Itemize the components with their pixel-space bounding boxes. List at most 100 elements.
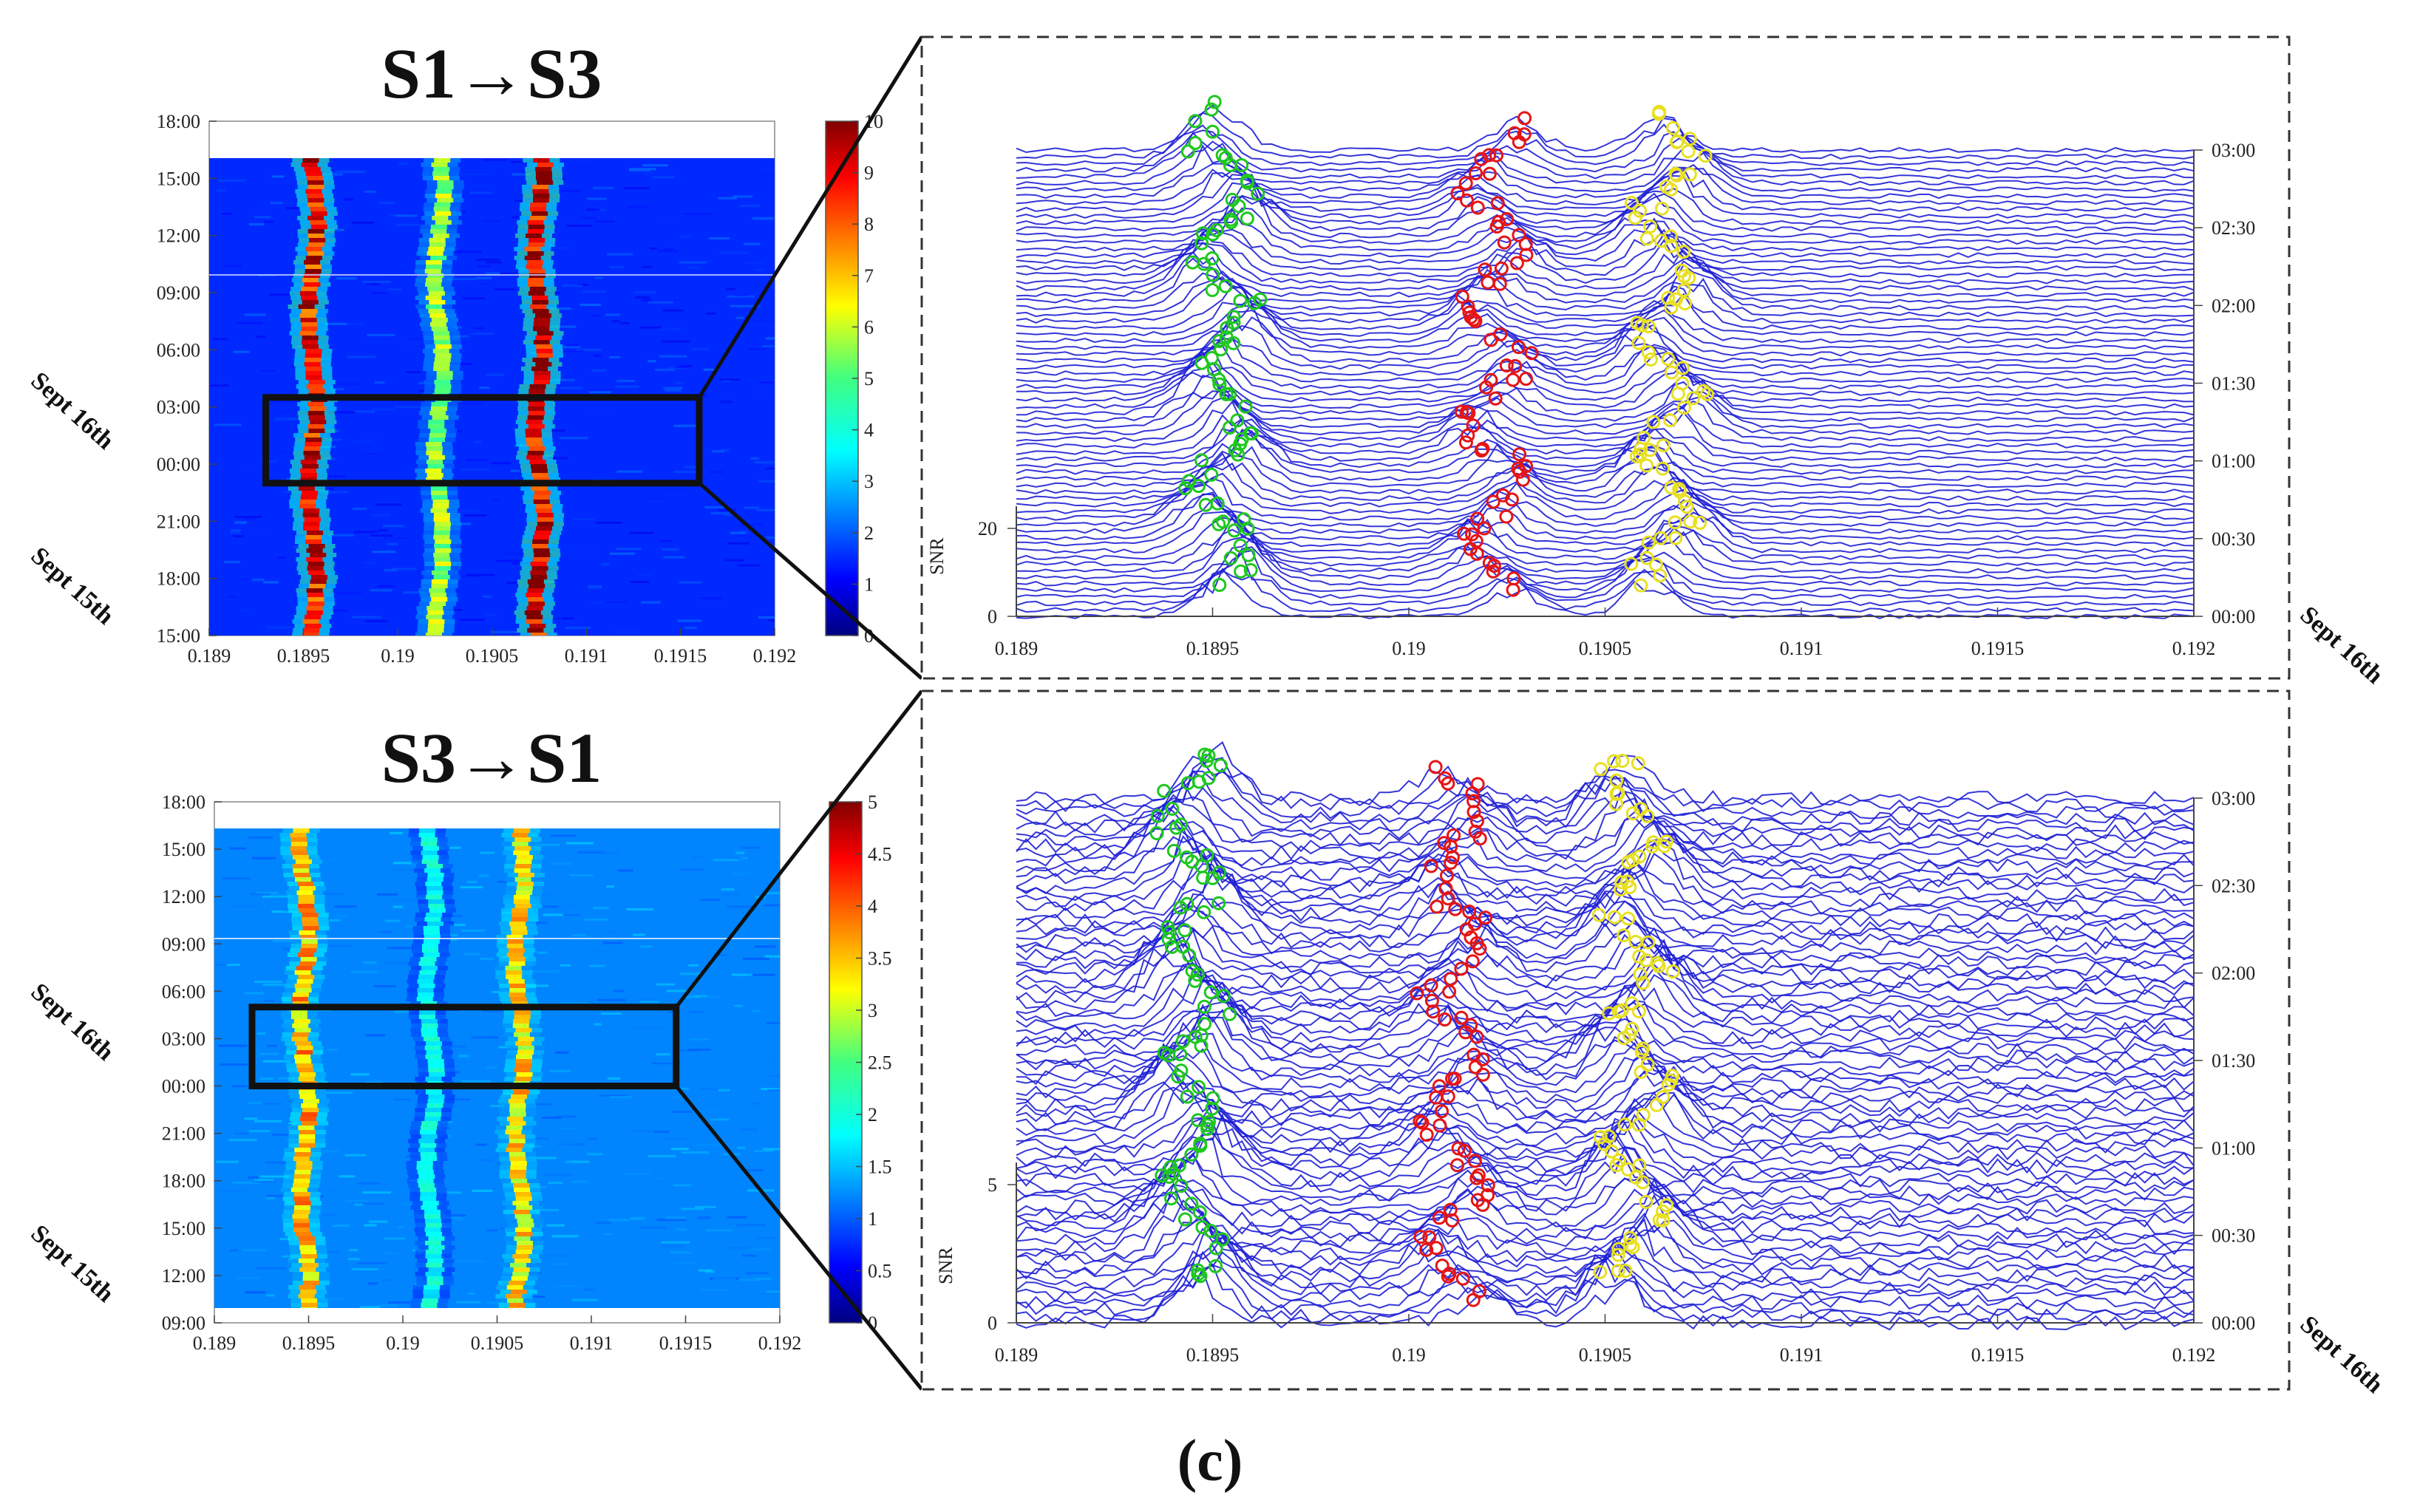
colorbar-tick-label: 2 xyxy=(868,1104,877,1126)
peak-marker xyxy=(1413,1230,1428,1244)
peak-marker xyxy=(1682,132,1697,146)
peak-marker xyxy=(1625,996,1639,1011)
peak-marker xyxy=(1614,875,1629,890)
peak-marker xyxy=(1655,461,1670,476)
peak-marker xyxy=(1625,1240,1640,1255)
peak-marker xyxy=(1482,556,1497,571)
peak-marker xyxy=(1652,104,1667,119)
peak-marker xyxy=(1240,211,1254,226)
peak-marker xyxy=(1470,777,1485,791)
peak-marker xyxy=(1442,1267,1457,1281)
peak-marker xyxy=(1512,340,1526,355)
peak-marker xyxy=(1492,276,1507,291)
peak-marker xyxy=(1205,251,1220,266)
peak-marker xyxy=(1432,1079,1447,1094)
heatmap-x-tick-label: 0.192 xyxy=(758,1332,802,1354)
peak-marker xyxy=(1213,758,1228,773)
waterfall-time-tick-label: 03:00 xyxy=(2212,140,2255,161)
peak-marker xyxy=(1663,413,1678,428)
peak-marker xyxy=(1646,415,1661,429)
peak-marker xyxy=(1233,293,1248,308)
peak-marker xyxy=(1188,1029,1203,1044)
heatmap-y-tick-label: 03:00 xyxy=(157,397,200,418)
peak-marker xyxy=(1634,1044,1649,1059)
heatmap1-plot: 15:00 18:00 21:00 00:00 03:00 06:00 09:00 12:00… xyxy=(157,111,796,667)
peak-marker xyxy=(1205,1101,1220,1116)
peak-marker xyxy=(1633,203,1647,218)
peak-marker xyxy=(1678,296,1693,310)
peak-marker xyxy=(1227,523,1242,538)
peak-marker xyxy=(1447,1072,1462,1086)
peak-marker xyxy=(1474,443,1489,458)
peak-marker xyxy=(1218,151,1233,166)
waterfall-time-tick-label: 02:30 xyxy=(2212,875,2255,896)
peak-marker xyxy=(1204,102,1219,117)
peak-marker xyxy=(1424,993,1439,1008)
peak-marker xyxy=(1206,268,1220,282)
peak-marker xyxy=(1422,1230,1437,1244)
peak-marker xyxy=(1166,843,1181,858)
heatmap-y-tick-label: 12:00 xyxy=(162,886,205,907)
peak-marker xyxy=(1214,342,1228,357)
colorbar-tick-label: 3 xyxy=(864,471,874,492)
peak-marker xyxy=(1180,850,1194,865)
peak-marker xyxy=(1519,372,1533,386)
peak-marker xyxy=(1483,372,1498,387)
peak-marker xyxy=(1465,954,1480,969)
heatmap-y-tick-label: 09:00 xyxy=(162,933,205,955)
peak-marker xyxy=(1506,372,1520,387)
peak-marker xyxy=(1641,345,1656,360)
waterfall-x-tick-label: 0.189 xyxy=(995,638,1039,659)
waterfall-x-tick-label: 0.1915 xyxy=(1971,638,2025,659)
heatmap-y-tick-label: 09:00 xyxy=(157,282,200,304)
peak-marker xyxy=(1462,905,1477,919)
heatmap-y-tick-label: 15:00 xyxy=(162,1218,205,1239)
peak-marker xyxy=(1661,352,1676,367)
heatmap-y-tick-label: 15:00 xyxy=(162,839,205,860)
peak-marker xyxy=(1607,910,1622,924)
heatmap2-title: S3→S1 xyxy=(381,718,602,797)
waterfall1-y-label: SNR xyxy=(926,537,948,575)
peak-marker xyxy=(1194,355,1209,370)
colorbar-tick-label: 2 xyxy=(864,522,874,544)
colorbar-tick-label: 6 xyxy=(864,316,874,338)
peak-marker xyxy=(1654,201,1669,216)
peak-marker xyxy=(1641,319,1656,334)
peak-marker xyxy=(1508,358,1523,373)
peak-marker xyxy=(1512,447,1527,462)
colorbar-tick-label: 1.5 xyxy=(868,1157,892,1178)
colorbar-tick-label: 1 xyxy=(868,1208,877,1230)
peak-marker xyxy=(1518,236,1533,251)
heatmap-x-tick-label: 0.1895 xyxy=(282,1332,336,1354)
peak-marker xyxy=(1150,808,1165,823)
colorbar-tick-label: 0.5 xyxy=(868,1261,892,1282)
peak-marker xyxy=(1499,509,1514,524)
peak-marker xyxy=(1180,1089,1194,1104)
heatmap-x-tick-label: 0.191 xyxy=(565,645,608,667)
peak-marker xyxy=(1511,461,1526,476)
waterfall-y-tick-label: 5 xyxy=(988,1174,997,1196)
peak-marker xyxy=(1509,256,1524,270)
peak-marker xyxy=(1497,235,1512,250)
heatmap-y-tick-label: 18:00 xyxy=(157,111,200,132)
peak-marker xyxy=(1639,231,1654,246)
peak-marker xyxy=(1466,418,1481,433)
peak-marker xyxy=(1410,986,1424,1001)
peak-marker xyxy=(1218,279,1233,293)
peak-marker xyxy=(1489,148,1503,163)
heatmap1-x-ticks: 0.189 0.1895 0.19 0.1905 0.191 0.1915 0.192 xyxy=(188,628,796,667)
peak-marker xyxy=(1233,538,1248,553)
peak-marker xyxy=(1467,1154,1482,1168)
waterfall1-date-label: Sept 16th xyxy=(2295,601,2389,689)
peak-marker xyxy=(1212,865,1227,880)
waterfall-x-tick-label: 0.192 xyxy=(2172,1344,2216,1366)
peak-marker xyxy=(1612,1153,1626,1168)
peak-marker xyxy=(1615,754,1630,768)
peak-marker xyxy=(1636,975,1651,990)
peak-marker xyxy=(1622,1027,1636,1042)
peak-marker xyxy=(1455,1271,1470,1286)
peak-marker xyxy=(1625,806,1640,821)
peak-marker xyxy=(1215,148,1230,163)
